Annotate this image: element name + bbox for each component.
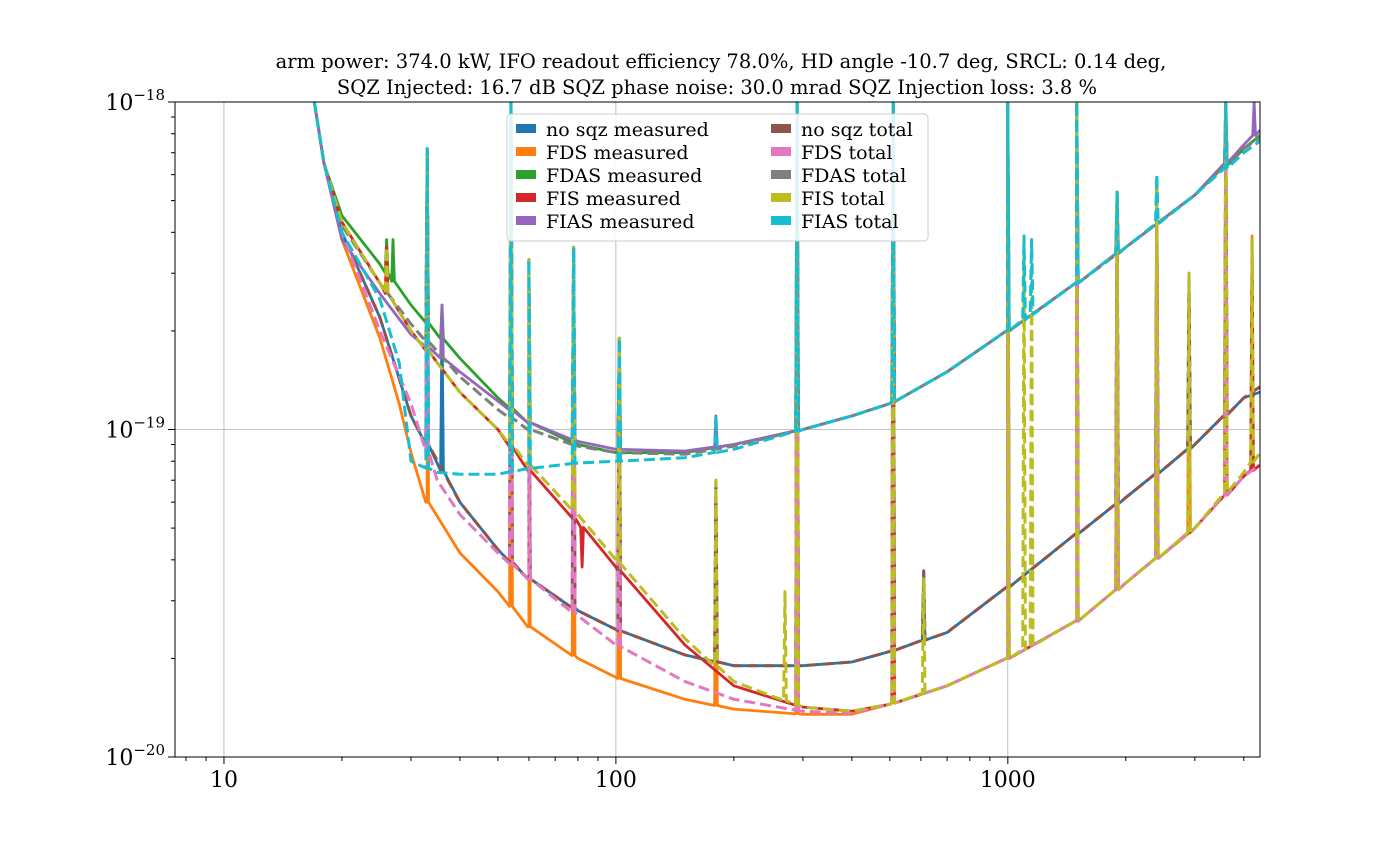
x-tick-label: 100 [595,768,637,793]
series-layer [312,102,1260,716]
legend-swatch [771,147,791,156]
legend-label: FDS total [801,142,893,164]
legend-label: no sqz total [801,119,913,141]
legend-label: FIAS total [801,211,899,233]
legend-label: FIAS measured [546,211,695,233]
x-tick-label: 1000 [980,768,1036,793]
chart-title: arm power: 374.0 kW, IFO readout efficie… [276,50,1167,73]
y-tick-label: 10−19 [105,414,165,444]
legend-label: FDAS total [801,165,906,187]
legend-box [506,113,929,242]
legend-swatch [516,216,536,225]
legend-swatch [771,124,791,133]
legend-swatch [771,170,791,179]
series-line-fis-total [312,102,1260,713]
legend-swatch [771,216,791,225]
legend-swatch [771,193,791,202]
legend-swatch [516,193,536,202]
y-tick-label: 10−18 [105,86,165,116]
chart-subtitle: SQZ Injected: 16.7 dB SQZ phase noise: 3… [337,76,1097,99]
legend-label: FIS measured [546,188,681,210]
legend-swatch [516,170,536,179]
legend-swatch [516,147,536,156]
legend-label: FIS total [801,188,885,210]
y-tick-label: 10−20 [105,741,165,771]
legend-label: FDAS measured [546,165,702,187]
legend-swatch [516,124,536,133]
legend-label: FDS measured [546,142,689,164]
x-tick-label: 10 [210,768,238,793]
axis-ticks: 10 100 1000 10−20 10−19 10−18 [105,86,1245,793]
legend-label: no sqz measured [546,119,709,141]
series-line-fias-total [312,102,1260,476]
